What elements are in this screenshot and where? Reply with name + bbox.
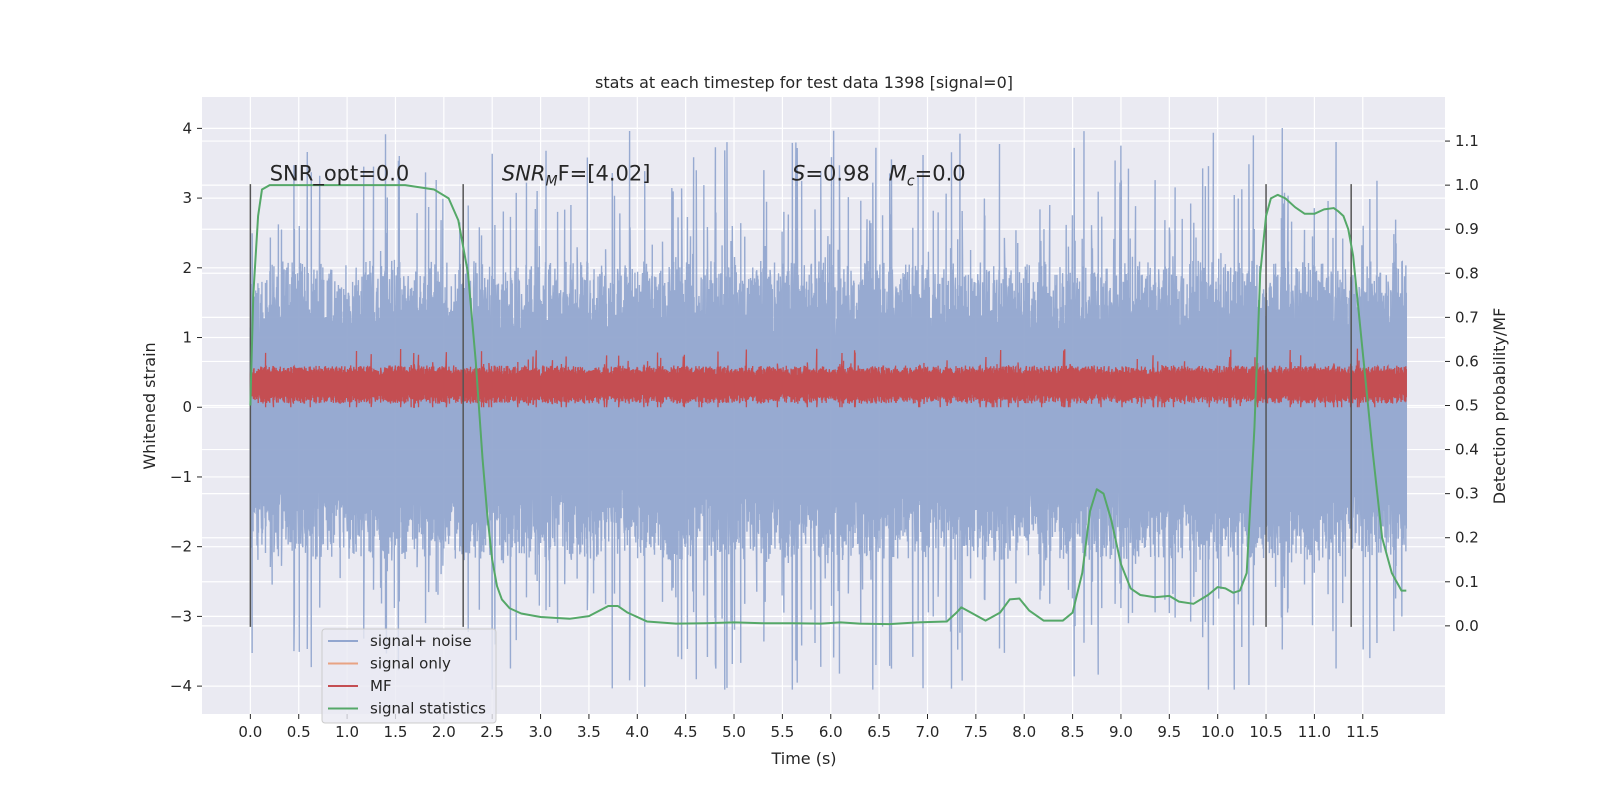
x-tick-label: 7.5: [964, 723, 988, 741]
chart-title: stats at each timestep for test data 139…: [595, 73, 1013, 92]
y-left-tick-label: 2: [182, 259, 192, 277]
y-axis-right: 1.1 1.0 0.9 0.8 0.7 0.6 0.5 0.4 0.3 0.2 0.1 0.0: [1445, 132, 1479, 635]
y-left-tick-label: −3: [170, 607, 192, 625]
legend-entry-label: signal statistics: [370, 700, 486, 718]
series-mf: [249, 348, 1407, 408]
legend: signal+ noise signal only MF signal statist…: [321, 628, 497, 724]
annotation-text: S=0.98: [792, 162, 870, 186]
y-left-tick-label: 0: [182, 398, 192, 416]
x-tick-label: 2.5: [480, 723, 504, 741]
x-tick-label: 1.5: [384, 723, 408, 741]
x-tick-label: 9.5: [1157, 723, 1181, 741]
legend-entry-label: MF: [370, 677, 392, 695]
y-axis-left-label: Whitened strain: [140, 342, 159, 469]
series-signal-statistics: [249, 184, 1407, 626]
x-axis-label: Time (s): [770, 749, 836, 768]
signal-noise-trace: [249, 128, 1408, 690]
signal-statistics-line: [249, 184, 1407, 626]
x-tick-label: 5.5: [770, 723, 794, 741]
y-right-tick-label: 0.6: [1455, 352, 1479, 370]
y-right-tick-label: 0.2: [1455, 529, 1479, 547]
x-tick-label: 1.0: [335, 723, 359, 741]
vertical-markers: [249, 184, 1352, 627]
legend-entry-label: signal+ noise: [370, 632, 472, 650]
y-left-tick-label: 3: [182, 189, 192, 207]
legend-entry-label: signal only: [370, 655, 451, 673]
y-right-tick-label: 0.9: [1455, 220, 1479, 238]
mf-trace: [249, 348, 1407, 408]
x-tick-label: 3.5: [577, 723, 601, 741]
x-tick-label: 5.0: [722, 723, 746, 741]
x-tick-label: 0.5: [287, 723, 311, 741]
x-tick-label: 4.5: [674, 723, 698, 741]
y-left-tick-label: −4: [170, 677, 192, 695]
y-right-tick-label: 0.4: [1455, 441, 1479, 459]
y-right-tick-label: 0.8: [1455, 264, 1479, 282]
x-tick-label: 11.0: [1298, 723, 1331, 741]
x-tick-label: 7.0: [916, 723, 940, 741]
x-axis: 0.0 0.5 1.0 1.5 2.0 2.5 3.0 3.5 4.0 4.5 5.0 5.5 6.0 6…: [238, 714, 1379, 741]
y-left-tick-label: 4: [182, 119, 192, 137]
x-tick-label: 11.5: [1346, 723, 1379, 741]
y-left-tick-label: 1: [182, 329, 192, 347]
annotations: SNR_opt=0.0 SNRMF=[4.02] S=0.98 Mc=0.0: [270, 162, 966, 190]
x-tick-label: 0.0: [238, 723, 262, 741]
x-tick-label: 6.0: [819, 723, 843, 741]
x-tick-label: 4.0: [625, 723, 649, 741]
x-tick-label: 8.5: [1061, 723, 1085, 741]
x-tick-label: 8.0: [1012, 723, 1036, 741]
x-tick-label: 9.0: [1109, 723, 1133, 741]
annotation-text: SNRMF=[4.02]: [502, 162, 651, 190]
annotation-text: Mc=0.0: [889, 162, 966, 190]
x-tick-label: 6.5: [867, 723, 891, 741]
y-axis-left: 4 3 2 1 0 −1 −2 −3 −4: [170, 119, 202, 695]
x-tick-label: 10.0: [1201, 723, 1234, 741]
y-right-tick-label: 0.0: [1455, 617, 1479, 635]
x-tick-label: 3.0: [529, 723, 553, 741]
y-right-tick-label: 0.3: [1455, 485, 1479, 503]
x-tick-label: 10.5: [1249, 723, 1282, 741]
y-right-tick-label: 0.7: [1455, 308, 1479, 326]
x-tick-label: 2.0: [432, 723, 456, 741]
y-left-tick-label: −1: [170, 468, 192, 486]
y-left-tick-label: −2: [170, 538, 192, 556]
y-right-tick-label: 0.5: [1455, 397, 1479, 415]
legend-frame: [321, 628, 497, 724]
y-right-tick-label: 1.1: [1455, 132, 1479, 150]
y-right-tick-label: 0.1: [1455, 573, 1479, 591]
annotation-text: SNR_opt=0.0: [270, 162, 410, 187]
y-axis-right-label: Detection probability/MF: [1490, 308, 1509, 505]
y-right-tick-label: 1.0: [1455, 176, 1479, 194]
series-signal-noise: [249, 128, 1408, 690]
